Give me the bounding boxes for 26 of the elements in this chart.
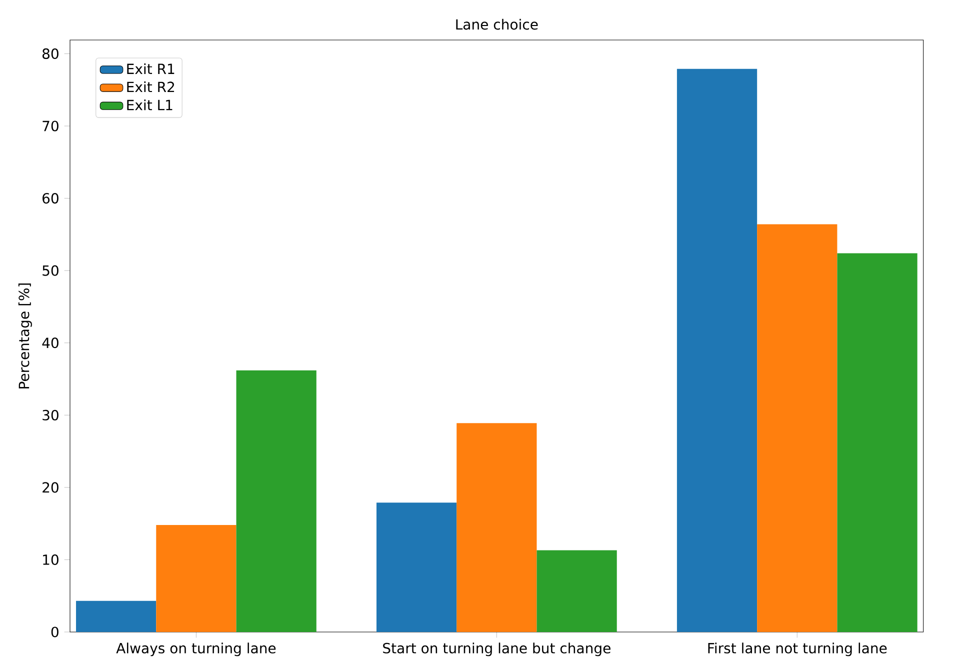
y-tick-label: 10 — [43, 554, 58, 565]
bar — [76, 600, 156, 632]
bar — [837, 253, 918, 632]
legend-label: Exit R1 — [127, 63, 174, 74]
y-tick-label: 60 — [42, 192, 58, 204]
bar — [456, 423, 537, 632]
y-tick-label: 80 — [42, 48, 58, 59]
bar — [676, 68, 758, 632]
bar — [156, 525, 236, 632]
y-tick-label: 0 — [51, 626, 58, 638]
y-tick-label: 30 — [42, 410, 58, 420]
x-tick-label: Start on turning lane but change — [383, 642, 610, 656]
legend-label: Exit L1 — [127, 99, 172, 110]
chart-title: Lane choice — [456, 18, 538, 30]
y-tick-label: 50 — [42, 265, 58, 276]
bar — [757, 224, 838, 632]
legend-label: Exit R2 — [127, 81, 174, 92]
bar — [536, 550, 617, 632]
y-axis-title: Percentage [%] — [18, 283, 32, 388]
bar — [236, 370, 316, 632]
bar — [376, 502, 457, 632]
y-tick-label: 70 — [42, 120, 58, 132]
x-tick-label: Always on turning lane — [116, 642, 276, 656]
y-tick-label: 40 — [42, 338, 58, 348]
y-tick-label: 20 — [42, 482, 58, 493]
x-tick-label: First lane not turning lane — [708, 642, 887, 656]
